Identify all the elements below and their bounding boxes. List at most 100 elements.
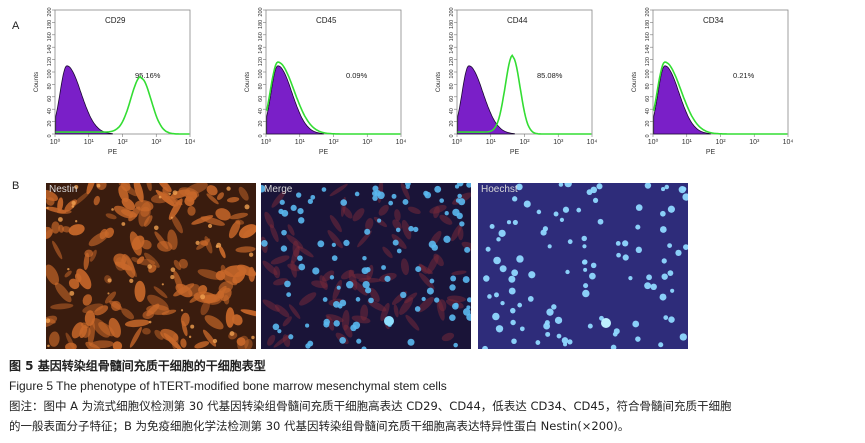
- x-tick-label: 10⁴: [396, 139, 406, 146]
- y-tick-label: 0: [645, 134, 651, 137]
- x-tick-label: 10²: [117, 139, 128, 146]
- y-tick-label: 60: [449, 96, 455, 102]
- x-tick-label: 10²: [519, 139, 530, 146]
- marker-title: CD44: [507, 16, 528, 25]
- x-tick-label: 10¹: [295, 139, 306, 146]
- histogram-svg-0: 0 20 40 60 80 100 120 140 160 180 200 10⁰ 10¹ 10² 10³ 1…: [33, 7, 195, 156]
- y-tick-label: 120: [47, 57, 53, 66]
- y-tick-label: 80: [449, 83, 455, 89]
- x-tick-label: 10⁴: [783, 139, 793, 146]
- y-tick-label: 80: [47, 83, 53, 89]
- photo-image-nestin: [46, 183, 256, 349]
- x-tick-label: 10³: [151, 139, 162, 146]
- x-axis-label: PE: [706, 149, 716, 156]
- y-tick-label: 180: [645, 20, 651, 29]
- histogram-svg-3: 0 20 40 60 80 100 120 140 160 180 200 10⁰ 10¹ 10² 10³ 1…: [631, 7, 793, 156]
- photo-image-merge: [261, 183, 471, 349]
- x-tick-label: 10³: [553, 139, 564, 146]
- figure-note-line-2: 的一般表面分子特征；B 为免疫细胞化学法检测第 30 代基因转染组骨髓间充质干细…: [9, 419, 630, 433]
- sample-histogram: [55, 75, 190, 135]
- panel-b-label: B: [12, 180, 20, 192]
- marker-title: CD45: [316, 16, 337, 25]
- figure-note-line-1: 图注：图中 A 为流式细胞仪检测第 30 代基因转染组骨髓间充质干细胞高表达 C…: [9, 399, 732, 413]
- y-tick-label: 60: [258, 96, 264, 102]
- histogram-svg-1: 0 20 40 60 80 100 120 140 160 180 200 10⁰ 10¹ 10² 10³ 1…: [244, 7, 406, 156]
- y-tick-label: 200: [645, 7, 651, 16]
- x-axis-label: PE: [510, 149, 520, 156]
- photo-label-merge: Merge: [264, 184, 293, 195]
- x-tick-label: 10⁴: [185, 139, 195, 146]
- y-tick-label: 140: [258, 45, 264, 54]
- marker-title: CD29: [105, 16, 126, 25]
- y-tick-label: 60: [47, 96, 53, 102]
- x-tick-label: 10³: [749, 139, 760, 146]
- histogram-cd44: 0 20 40 60 80 100 120 140 160 180 200 10⁰ 10¹ 10² 10³ 1…: [422, 2, 597, 162]
- y-tick-label: 20: [449, 121, 455, 127]
- x-tick-label: 10¹: [486, 139, 497, 146]
- y-axis-label: Counts: [33, 71, 40, 92]
- y-tick-label: 80: [645, 83, 651, 89]
- y-tick-label: 100: [645, 69, 651, 78]
- figure-title-en: Figure 5 The phenotype of hTERT-modified…: [9, 379, 447, 393]
- marker-title: CD34: [703, 16, 724, 25]
- y-tick-label: 180: [449, 20, 455, 29]
- y-tick-label: 100: [449, 69, 455, 78]
- y-tick-label: 0: [258, 134, 264, 137]
- photo-label-hoechst: Hoechst: [481, 184, 518, 195]
- photo-image-hoechst: [478, 183, 688, 349]
- panel-a-label: A: [12, 20, 20, 32]
- y-tick-label: 80: [258, 83, 264, 89]
- y-tick-label: 160: [645, 32, 651, 41]
- photo-label-nestin: Nestin: [49, 184, 78, 195]
- y-tick-label: 20: [258, 121, 264, 127]
- x-tick-label: 10⁰: [452, 138, 463, 146]
- y-tick-label: 160: [258, 32, 264, 41]
- sample-histogram: [457, 53, 592, 135]
- y-tick-label: 180: [258, 20, 264, 29]
- x-axis-label: PE: [319, 149, 329, 156]
- photo-hoechst: Hoechst: [478, 183, 688, 349]
- x-tick-label: 10¹: [682, 139, 693, 146]
- y-tick-label: 200: [258, 7, 264, 16]
- y-tick-label: 40: [645, 108, 651, 114]
- y-tick-label: 60: [645, 96, 651, 102]
- y-axis-label: Counts: [244, 71, 251, 92]
- y-tick-label: 0: [449, 134, 455, 137]
- y-tick-label: 200: [47, 7, 53, 16]
- x-tick-label: 10¹: [84, 139, 95, 146]
- percent-label: 0.21%: [733, 71, 755, 80]
- y-tick-label: 140: [47, 45, 53, 54]
- y-tick-label: 40: [258, 108, 264, 114]
- y-tick-label: 100: [258, 69, 264, 78]
- photo-nestin: Nestin: [46, 183, 256, 349]
- y-tick-label: 120: [449, 57, 455, 66]
- x-tick-label: 10²: [715, 139, 726, 146]
- figure-title-cn: 图 5 基因转染组骨髓间充质干细胞的干细胞表型: [9, 359, 266, 373]
- histogram-cd34: 0 20 40 60 80 100 120 140 160 180 200 10⁰ 10¹ 10² 10³ 1…: [618, 2, 793, 162]
- y-tick-label: 20: [47, 121, 53, 127]
- y-tick-label: 160: [449, 32, 455, 41]
- y-tick-label: 180: [47, 20, 53, 29]
- x-tick-label: 10²: [328, 139, 339, 146]
- x-tick-label: 10⁰: [648, 138, 659, 146]
- y-tick-label: 0: [47, 134, 53, 137]
- x-tick-label: 10⁰: [261, 138, 272, 146]
- control-histogram: [266, 65, 324, 135]
- histogram-cd29: 0 20 40 60 80 100 120 140 160 180 200 10⁰ 10¹ 10² 10³ 1…: [20, 2, 195, 162]
- y-tick-label: 200: [449, 7, 455, 16]
- y-tick-label: 20: [645, 121, 651, 127]
- histogram-cd45: 0 20 40 60 80 100 120 140 160 180 200 10⁰ 10¹ 10² 10³ 1…: [231, 2, 406, 162]
- y-tick-label: 40: [47, 108, 53, 114]
- x-tick-label: 10³: [362, 139, 373, 146]
- control-histogram: [653, 65, 711, 135]
- control-histogram: [457, 65, 515, 135]
- histogram-svg-2: 0 20 40 60 80 100 120 140 160 180 200 10⁰ 10¹ 10² 10³ 1…: [435, 7, 597, 156]
- y-tick-label: 160: [47, 32, 53, 41]
- y-tick-label: 100: [47, 69, 53, 78]
- y-tick-label: 40: [449, 108, 455, 114]
- percent-label: 95.16%: [135, 71, 161, 80]
- photo-merge: Merge: [261, 183, 471, 349]
- y-axis-label: Counts: [435, 71, 442, 92]
- y-axis-label: Counts: [631, 71, 638, 92]
- sample-histogram: [265, 61, 401, 135]
